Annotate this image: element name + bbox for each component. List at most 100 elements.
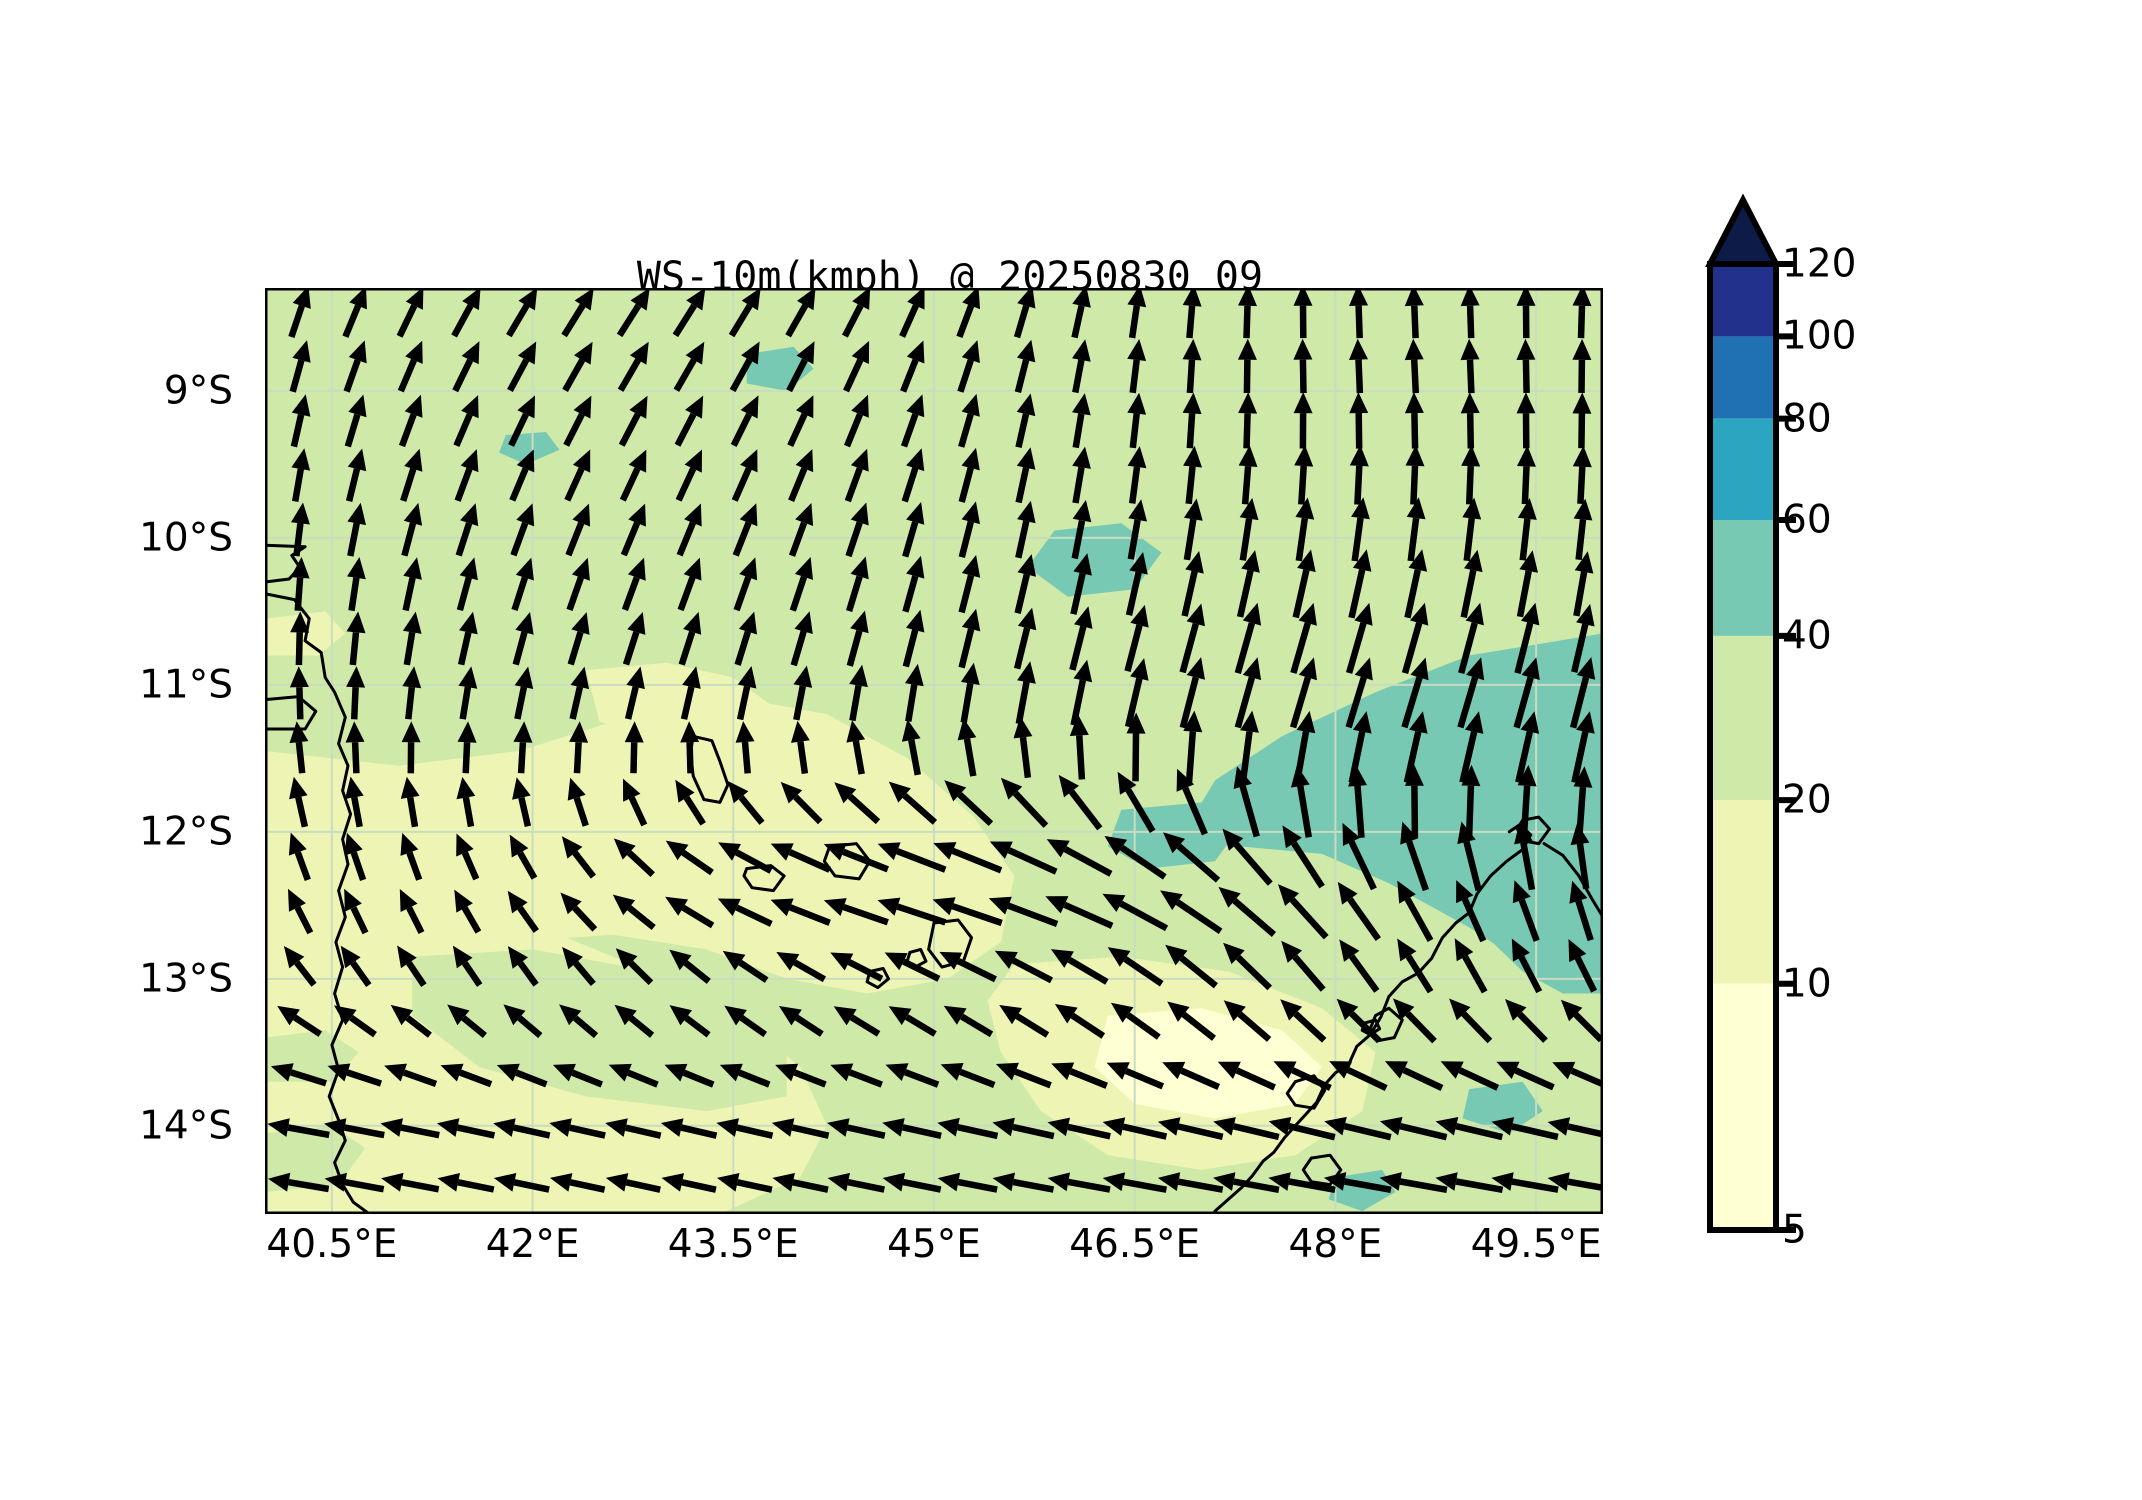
wind-arrow-shaft <box>1123 956 1164 987</box>
wind-arrow <box>1071 499 1092 560</box>
wind-arrow-shaft <box>1232 1123 1280 1141</box>
wind-arrow <box>719 1063 771 1088</box>
wind-arrow <box>1176 768 1208 836</box>
y-tick-11S: 11°S <box>139 662 233 708</box>
wind-arrow <box>1572 445 1592 504</box>
wind-arrow-head <box>1072 499 1092 523</box>
wind-arrow <box>510 503 535 557</box>
wind-arrow <box>901 448 925 503</box>
map-plot-area[interactable] <box>265 288 1603 1214</box>
wind-arrow-head <box>1496 1061 1520 1079</box>
wind-arrow-shaft <box>293 522 304 557</box>
wind-arrow-head <box>509 834 529 858</box>
wind-arrow-shaft <box>1344 1178 1392 1193</box>
wind-arrow-shaft <box>678 630 696 666</box>
wind-arrow-head <box>905 663 924 687</box>
wind-arrow <box>1516 550 1538 618</box>
wind-arrow-head <box>288 832 307 856</box>
wind-arrow-shaft <box>960 1013 994 1038</box>
wind-arrow-head <box>1238 445 1258 467</box>
wind-arrow <box>561 288 594 338</box>
wind-arrow-shaft <box>351 796 363 828</box>
wind-arrow <box>1000 777 1049 828</box>
wind-arrow-shaft <box>1015 520 1030 559</box>
wind-arrow <box>334 1005 377 1038</box>
wind-arrow <box>565 503 591 557</box>
y-tick-10S: 10°S <box>139 515 233 561</box>
wind-arrow-head <box>628 503 646 527</box>
wind-arrow <box>1460 392 1480 449</box>
wind-arrow <box>775 1063 827 1088</box>
wind-arrow <box>401 502 423 557</box>
wind-arrow-head <box>684 449 702 473</box>
wind-arrow-shaft <box>456 576 472 612</box>
wind-arrow <box>1349 444 1369 505</box>
wind-arrow-head <box>1213 1117 1236 1136</box>
wind-arrow-head <box>1217 1061 1241 1079</box>
wind-arrow-head <box>1462 497 1482 520</box>
wind-arrow-head <box>849 664 868 688</box>
wind-arrow-shaft <box>1513 676 1534 729</box>
wind-arrow <box>1512 880 1540 942</box>
wind-arrow-shaft <box>673 358 697 392</box>
wind-arrow-shaft <box>790 630 807 667</box>
colorbar-ticklabel-20: 20 <box>1782 777 1832 823</box>
wind-arrow <box>290 394 311 448</box>
colorbar-ticklabel-120: 120 <box>1782 241 1857 287</box>
wind-arrow-shaft <box>682 1069 715 1088</box>
wind-arrow <box>451 288 481 338</box>
wind-arrow-shaft <box>573 796 589 827</box>
wind-arrow <box>1435 1172 1504 1193</box>
wind-arrow <box>1342 822 1377 891</box>
wind-arrow-shaft <box>963 738 977 777</box>
wind-arrow-shaft <box>793 794 823 825</box>
wind-arrow-head <box>1573 766 1593 788</box>
wind-arrow <box>1238 445 1258 505</box>
wind-arrow-head <box>462 288 481 311</box>
wind-arrow-head <box>437 1173 460 1192</box>
wind-arrow <box>1182 392 1202 449</box>
wind-arrow <box>1339 939 1380 993</box>
wind-arrow-head <box>559 1004 582 1026</box>
wind-arrow-head <box>292 340 311 363</box>
wind-arrow <box>989 841 1058 875</box>
wind-arrow <box>1459 711 1484 784</box>
wind-arrow <box>1183 710 1203 784</box>
wind-arrow-shaft <box>616 303 642 338</box>
wind-arrow-shaft <box>1177 1178 1224 1193</box>
colorbar[interactable]: 5 10 20 40 60 80 100 120 <box>1670 160 2090 1350</box>
wind-arrow-shaft <box>1063 846 1113 877</box>
wind-arrow-shaft <box>1399 1123 1448 1141</box>
wind-arrow-shaft <box>844 467 863 503</box>
wind-arrow-head <box>1182 392 1202 415</box>
coastline-segment <box>1213 823 1533 1213</box>
wind-arrow-head <box>1017 661 1036 684</box>
wind-arrow-head <box>549 1118 572 1137</box>
wind-arrow <box>1569 880 1594 942</box>
wind-arrow-shaft <box>1406 840 1429 892</box>
wind-arrow <box>1102 1117 1168 1140</box>
wind-arrow <box>1013 288 1036 339</box>
wind-arrow-head <box>456 833 474 857</box>
wind-arrow-shaft <box>511 576 528 611</box>
wind-arrow-head <box>1273 1061 1297 1079</box>
wind-arrow <box>884 952 941 982</box>
wind-arrow <box>1268 1172 1336 1193</box>
wind-arrow <box>1165 944 1218 989</box>
wind-arrow <box>1516 392 1536 449</box>
wind-arrow-head <box>1046 839 1070 858</box>
wind-arrow-shaft <box>1351 517 1364 562</box>
wind-arrow-head <box>1354 602 1373 626</box>
wind-arrow <box>402 557 422 612</box>
wind-arrow <box>1238 288 1257 339</box>
wind-arrow <box>605 1173 661 1193</box>
wind-arrow-shaft <box>1007 847 1058 875</box>
wind-arrow <box>718 842 773 874</box>
wind-arrow-head <box>290 611 310 633</box>
wind-arrow-shaft <box>406 851 423 881</box>
wind-arrow-head <box>447 1004 470 1026</box>
wind-arrow <box>437 1173 495 1193</box>
wind-arrow <box>1102 1172 1167 1193</box>
wind-arrow <box>400 448 423 502</box>
wind-arrow-shaft <box>1013 304 1030 339</box>
